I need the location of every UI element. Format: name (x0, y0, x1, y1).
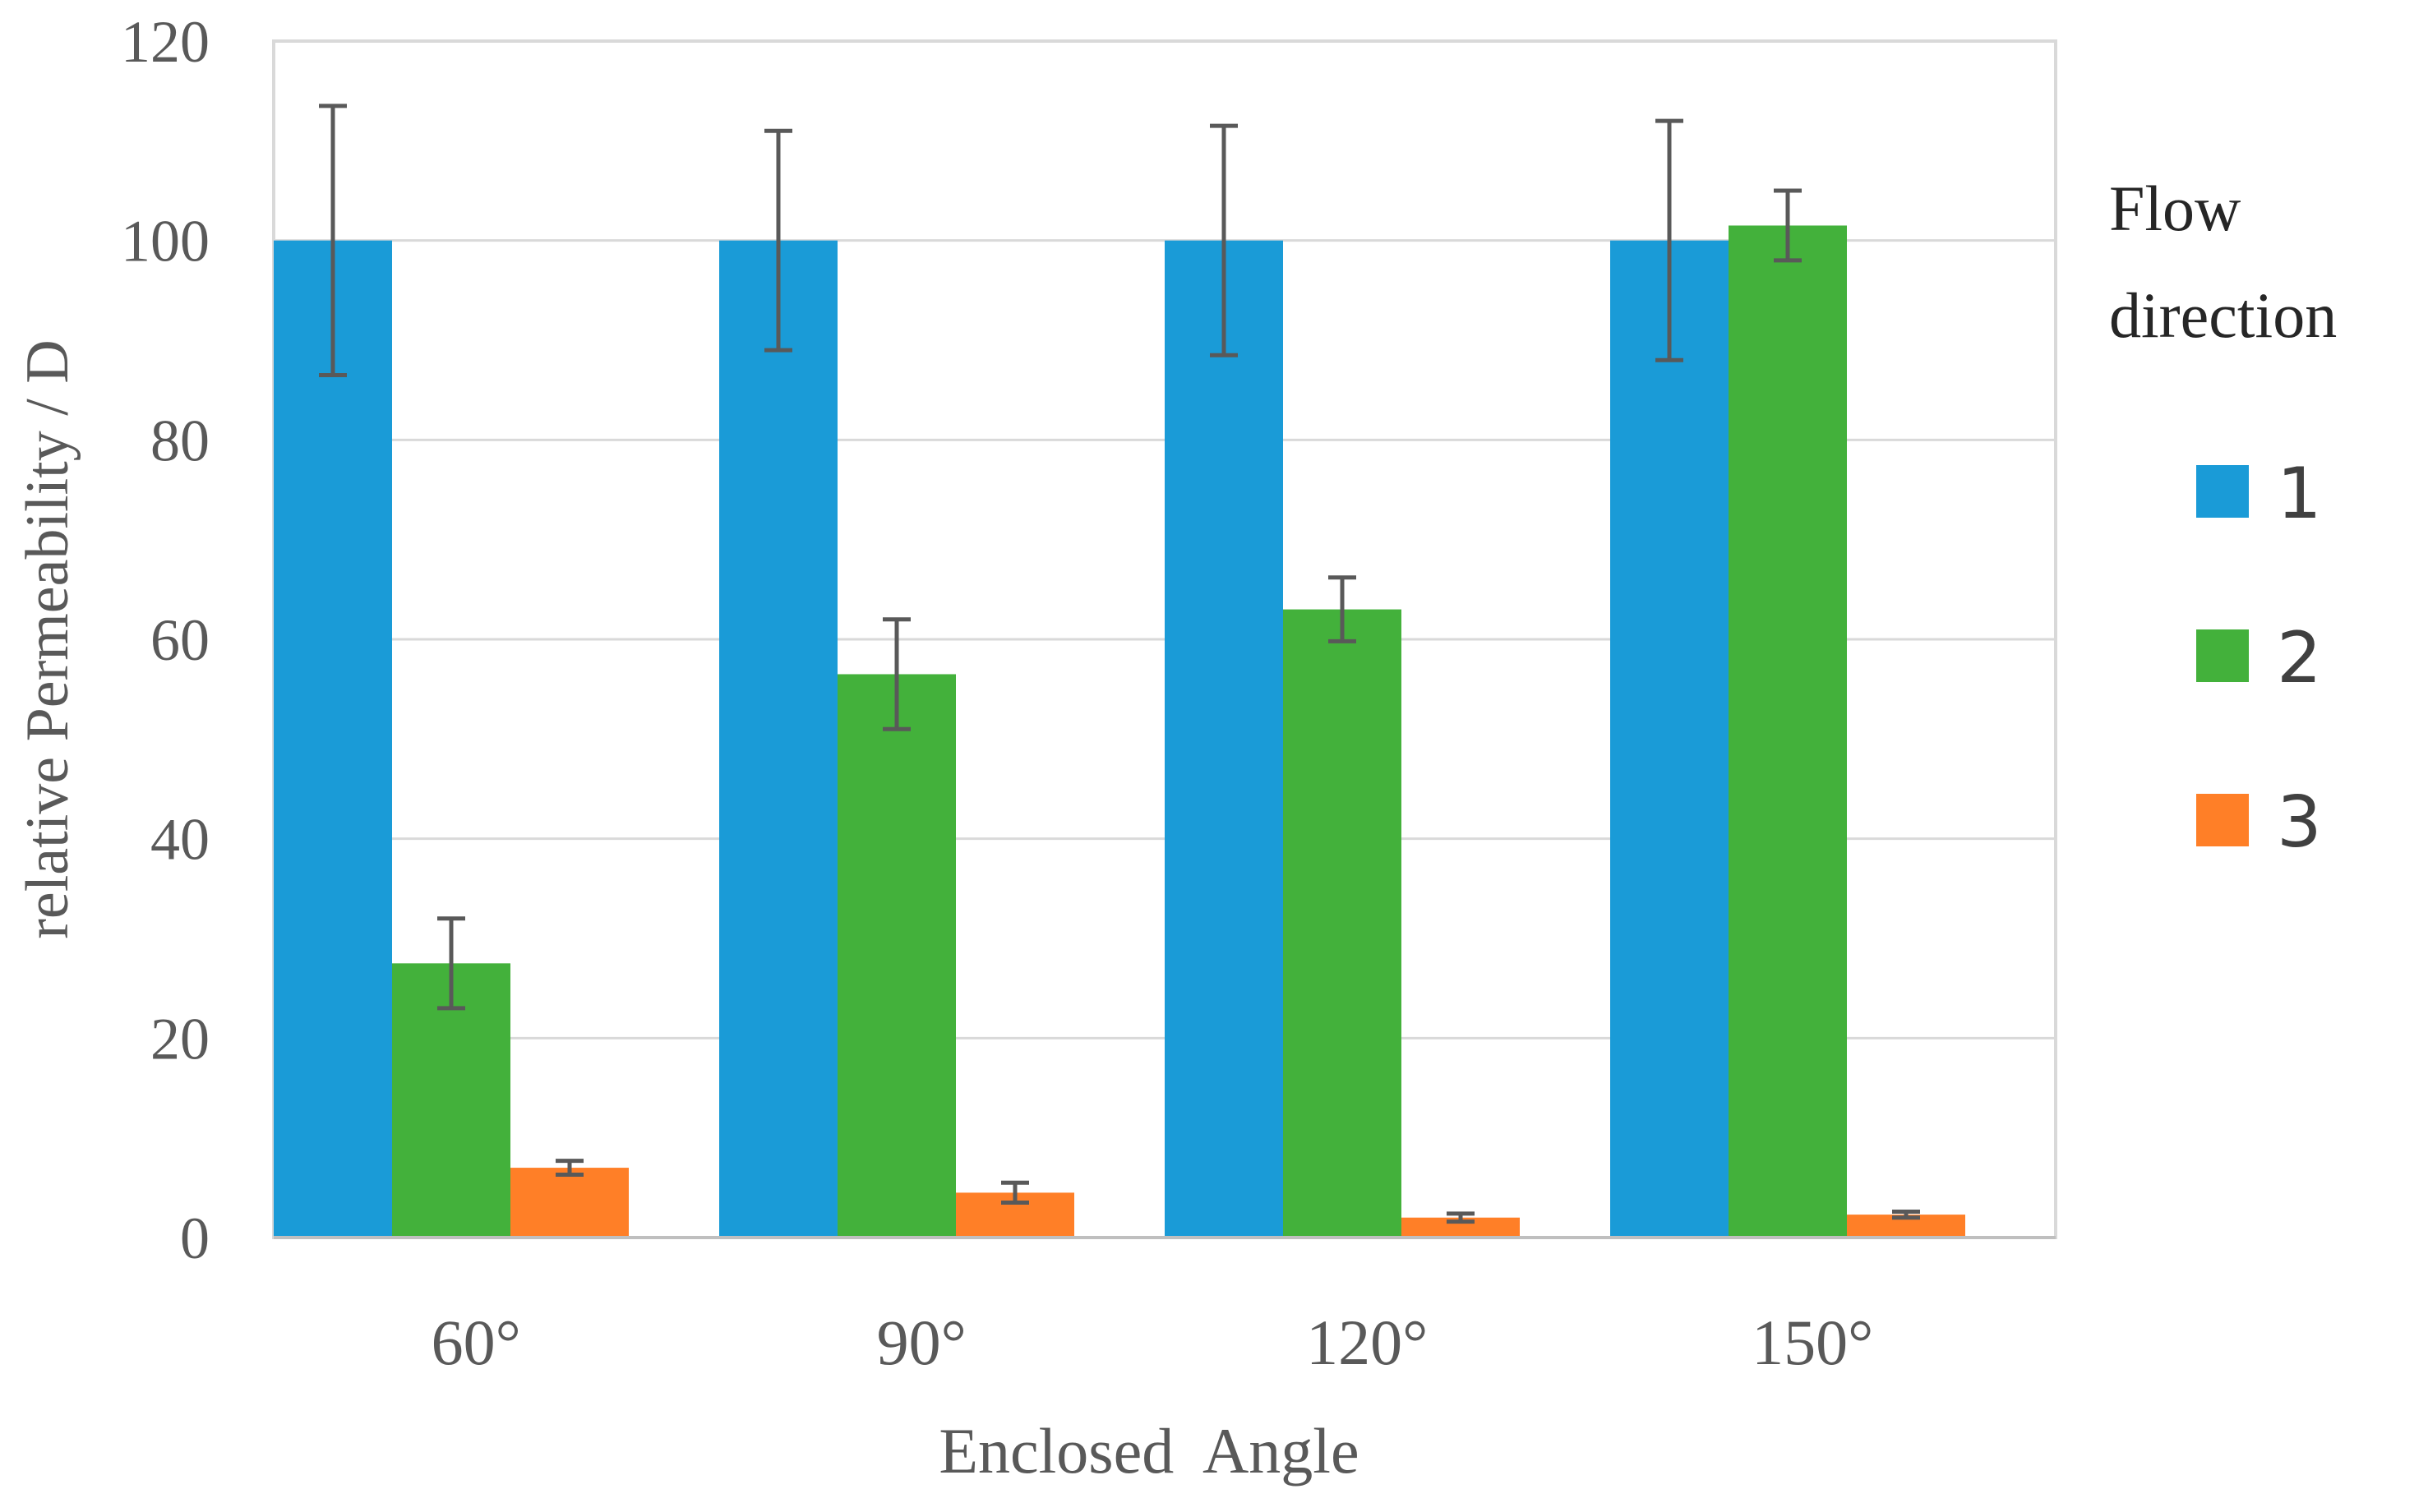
legend: Flow direction 1 2 3 (2109, 173, 2337, 864)
error-bars (319, 104, 1920, 1224)
error-bar-series-1-2 (764, 128, 792, 353)
x-tick-label: 60° (432, 1307, 521, 1378)
bar-series-1-1 (274, 240, 392, 1238)
error-bar-series-2-4 (1774, 188, 1802, 263)
legend-title-line-1: Flow (2109, 173, 2241, 244)
legend-label: 2 (2277, 617, 2322, 699)
bar-series-3-1 (510, 1168, 629, 1238)
error-bar-series-3-3 (1447, 1211, 1475, 1224)
legend-title-line-2: direction (2109, 279, 2337, 351)
x-tick-label: 120° (1306, 1307, 1428, 1378)
x-axis-label: Enclosed Angle (939, 1415, 1359, 1487)
y-tick-labels: 0 20 40 60 80 100 120 (121, 9, 210, 1271)
legend-item-1: 1 (2196, 453, 2322, 535)
error-bar-series-3-1 (556, 1159, 584, 1178)
bar-series-1-4 (1610, 240, 1729, 1238)
error-bar-series-2-2 (883, 617, 911, 731)
bar-series (274, 225, 1965, 1238)
bar-series-1-2 (719, 240, 838, 1238)
legend-swatch (2196, 465, 2249, 518)
bar-series-2-4 (1729, 225, 1847, 1238)
legend-item-3: 3 (2196, 781, 2322, 864)
legend-swatch (2196, 794, 2249, 846)
y-axis-label: relative Permeability / D (14, 339, 81, 939)
bar-series-2-3 (1283, 609, 1401, 1238)
legend-label: 3 (2277, 781, 2322, 864)
error-bar-series-2-3 (1328, 575, 1356, 643)
error-bar-series-1-1 (319, 104, 347, 377)
error-bar-series-3-4 (1892, 1209, 1920, 1220)
x-tick-labels: 60° 90° 120° 150° (432, 1307, 1874, 1378)
bar-series-2-2 (838, 674, 956, 1238)
y-tick-label: 100 (121, 209, 210, 274)
y-tick-label: 0 (180, 1205, 210, 1271)
legend-label: 1 (2277, 453, 2322, 535)
error-bar-series-1-3 (1210, 123, 1238, 357)
error-bar-series-3-2 (1001, 1180, 1029, 1205)
y-tick-label: 40 (150, 807, 210, 873)
error-bar-series-2-1 (437, 916, 465, 1011)
legend-item-2: 2 (2196, 617, 2322, 699)
legend-swatch (2196, 629, 2249, 682)
x-tick-label: 150° (1752, 1307, 1873, 1378)
y-tick-label: 20 (150, 1006, 210, 1072)
bar-series-1-3 (1165, 240, 1283, 1238)
x-tick-label: 90° (877, 1307, 967, 1378)
y-tick-label: 60 (150, 607, 210, 673)
error-bar-series-1-4 (1655, 118, 1683, 362)
y-tick-label: 120 (121, 9, 210, 75)
y-tick-label: 80 (150, 408, 210, 473)
